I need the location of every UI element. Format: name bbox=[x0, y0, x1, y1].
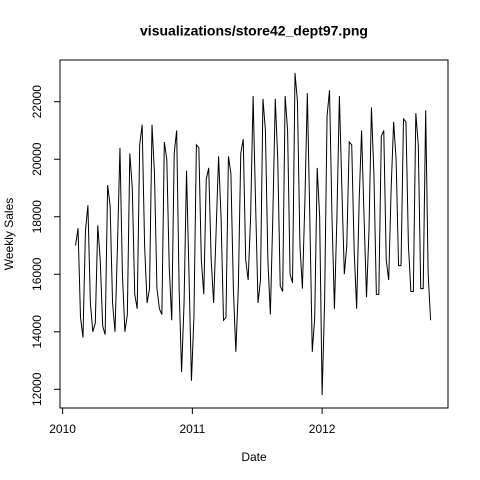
data-line bbox=[75, 72, 432, 396]
y-tick-label: 16000 bbox=[30, 257, 44, 291]
y-tick-label: 20000 bbox=[30, 142, 44, 176]
y-tick-label: 14000 bbox=[30, 315, 44, 349]
y-axis-label: Weekly Sales bbox=[2, 198, 16, 270]
x-tick-label: 2012 bbox=[309, 422, 336, 436]
plot-frame bbox=[59, 59, 449, 409]
chart-title: visualizations/store42_dept97.png bbox=[140, 23, 368, 39]
y-tick-label: 22000 bbox=[30, 85, 44, 119]
y-tick-label: 12000 bbox=[30, 372, 44, 406]
y-tick-label: 18000 bbox=[30, 200, 44, 234]
x-axis-label: Date bbox=[241, 450, 267, 464]
x-tick-label: 2011 bbox=[179, 422, 205, 436]
x-tick-label: 2010 bbox=[49, 422, 76, 436]
